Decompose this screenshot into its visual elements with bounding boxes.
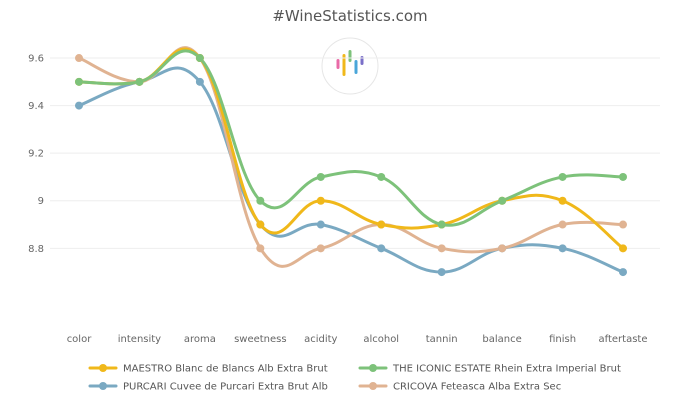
logo-bar xyxy=(360,56,364,65)
data-point[interactable] xyxy=(316,220,325,229)
data-point[interactable] xyxy=(558,172,567,181)
y-axis: 9.6 9.4 9.2 9 8.8 xyxy=(28,54,44,255)
x-tick-label: sweetness xyxy=(234,334,287,345)
y-tick-label: 9.4 xyxy=(28,101,44,112)
y-tick-label: 8.8 xyxy=(28,244,44,255)
chart-title: #WineStatistics.com xyxy=(272,7,427,25)
data-point[interactable] xyxy=(377,220,386,229)
legend-marker xyxy=(369,364,377,372)
logo-icon xyxy=(321,37,379,95)
legend-item[interactable]: MAESTRO Blanc de Blancs Alb Extra Brut xyxy=(88,364,328,375)
x-tick-label: finish xyxy=(549,334,576,345)
series-line xyxy=(77,66,625,274)
data-point[interactable] xyxy=(558,220,567,229)
x-tick-label: intensity xyxy=(118,334,161,345)
x-tick-label: acidity xyxy=(304,334,337,345)
data-point[interactable] xyxy=(377,172,386,181)
legend-marker xyxy=(99,364,107,372)
x-tick-label: aftertaste xyxy=(599,334,648,345)
legend-label: THE ICONIC ESTATE Rhein Extra Imperial B… xyxy=(392,364,621,375)
data-point[interactable] xyxy=(195,77,204,86)
series-points xyxy=(75,54,627,277)
data-point[interactable] xyxy=(437,220,446,229)
data-point[interactable] xyxy=(619,172,627,181)
data-point[interactable] xyxy=(619,244,627,253)
x-tick-label: alcohol xyxy=(363,334,399,345)
y-tick-label: 9.2 xyxy=(28,149,44,160)
data-point[interactable] xyxy=(437,244,446,253)
data-point[interactable] xyxy=(135,77,144,86)
legend-label: CRICOVA Feteasca Alba Extra Sec xyxy=(393,382,561,393)
x-tick-label: aroma xyxy=(184,334,216,345)
data-point[interactable] xyxy=(316,196,325,205)
data-point[interactable] xyxy=(619,268,627,277)
data-point[interactable] xyxy=(75,101,83,110)
legend-marker xyxy=(99,382,107,390)
x-axis: color intensity aroma sweetness acidity alcoh… xyxy=(67,334,648,345)
legend-label: MAESTRO Blanc de Blancs Alb Extra Brut xyxy=(123,364,328,375)
x-tick-label: balance xyxy=(482,334,521,345)
logo-bar xyxy=(336,59,340,69)
legend-marker xyxy=(369,382,377,390)
data-point[interactable] xyxy=(619,220,627,229)
legend-item[interactable]: THE ICONIC ESTATE Rhein Extra Imperial B… xyxy=(358,364,621,375)
logo-circle xyxy=(321,37,379,95)
logo-bar xyxy=(354,60,358,74)
data-point[interactable] xyxy=(558,196,567,205)
data-point[interactable] xyxy=(437,268,446,277)
x-tick-label: tannin xyxy=(426,334,458,345)
data-point[interactable] xyxy=(558,244,567,253)
y-tick-label: 9.6 xyxy=(28,54,44,65)
logo-bar xyxy=(348,50,352,62)
legend-item[interactable]: CRICOVA Feteasca Alba Extra Sec xyxy=(358,382,561,393)
data-point[interactable] xyxy=(195,54,204,63)
legend: MAESTRO Blanc de Blancs Alb Extra Brut TH… xyxy=(88,364,621,393)
data-point[interactable] xyxy=(377,244,386,253)
series-line xyxy=(77,49,625,227)
data-point[interactable] xyxy=(498,244,507,253)
y-tick-label: 9 xyxy=(38,196,44,207)
data-point[interactable] xyxy=(256,244,265,253)
logo-bar xyxy=(342,54,346,76)
data-point[interactable] xyxy=(498,196,507,205)
data-point[interactable] xyxy=(75,77,83,86)
x-tick-label: color xyxy=(67,334,93,345)
data-point[interactable] xyxy=(316,244,325,253)
data-point[interactable] xyxy=(256,196,265,205)
legend-item[interactable]: PURCARI Cuvee de Purcari Extra Brut Alb xyxy=(88,382,328,393)
legend-label: PURCARI Cuvee de Purcari Extra Brut Alb xyxy=(123,382,328,393)
data-point[interactable] xyxy=(256,220,265,229)
data-point[interactable] xyxy=(75,54,83,63)
data-point[interactable] xyxy=(316,172,325,181)
